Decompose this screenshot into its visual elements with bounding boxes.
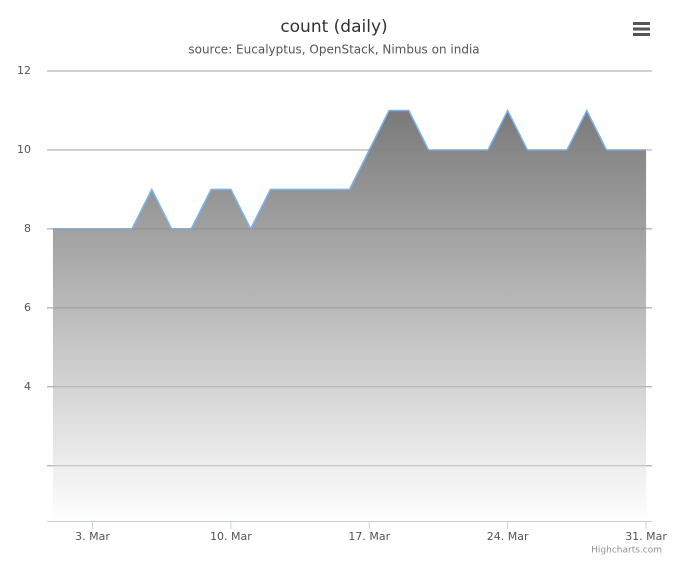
x-tick-label: 24. Mar — [487, 530, 529, 543]
chart-title: count (daily) — [280, 17, 387, 37]
y-tick-label: 8 — [24, 222, 31, 235]
y-tick-label: 6 — [24, 301, 31, 314]
menu-bar — [633, 33, 650, 36]
area-fill — [52, 110, 647, 521]
menu-bar — [633, 22, 650, 25]
y-tick-label: 12 — [17, 64, 31, 77]
y-tick-label: 4 — [24, 380, 31, 393]
menu-bar — [633, 27, 650, 31]
chart-subtitle: source: Eucalyptus, OpenStack, Nimbus on… — [188, 43, 479, 57]
credits: Highcharts.com — [591, 546, 662, 556]
x-tick-label: 3. Mar — [75, 530, 110, 543]
x-tick-label: 31. Mar — [625, 530, 667, 543]
y-tick-label: 10 — [17, 143, 31, 156]
area-line — [52, 108, 647, 231]
x-tick-label: 10. Mar — [210, 530, 252, 543]
menu-button[interactable] — [631, 18, 653, 40]
x-tick-label: 17. Mar — [348, 530, 390, 543]
